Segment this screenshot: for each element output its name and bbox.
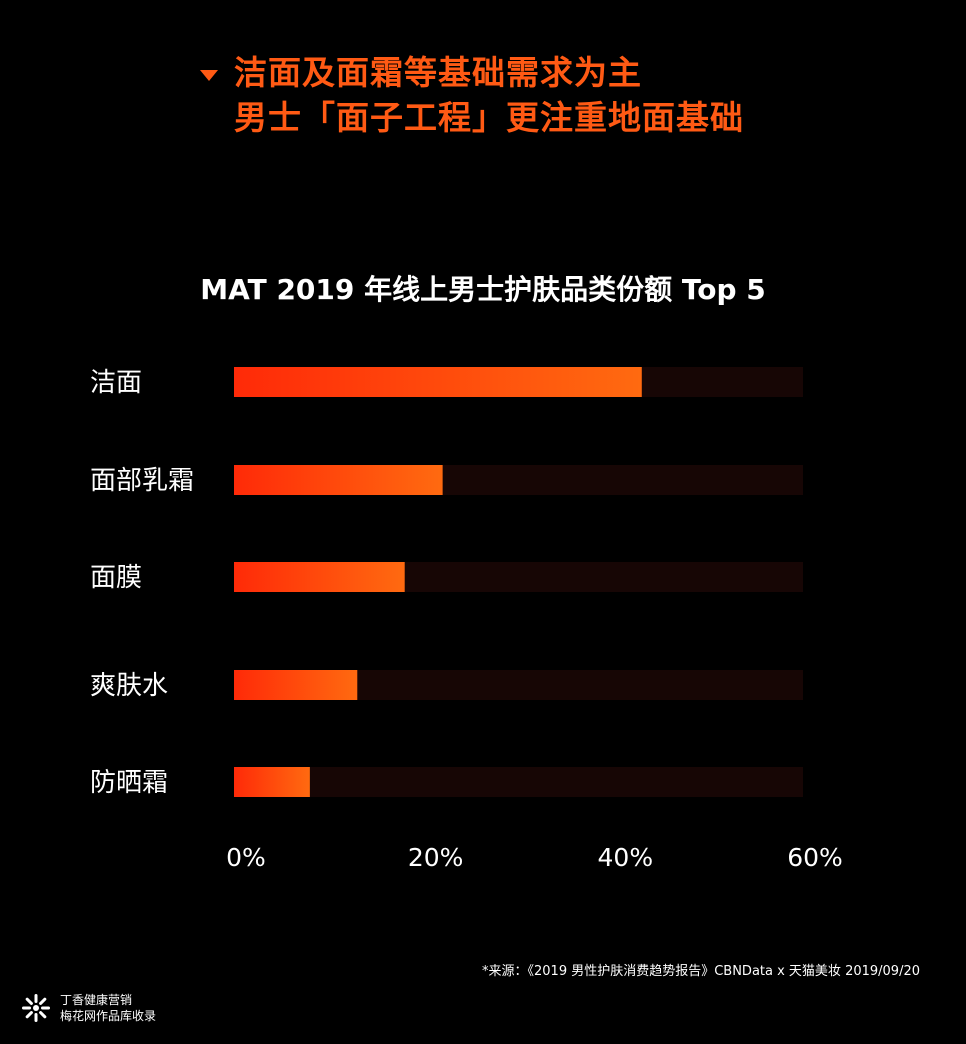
bar-3 (234, 670, 358, 700)
brand-name: 丁香健康营销 (60, 993, 133, 1007)
brand-caption: 梅花网作品库收录 (60, 1009, 157, 1023)
category-label: 洁面 (90, 368, 142, 398)
x-tick-label: 0% (226, 843, 266, 872)
x-tick-label: 20% (408, 843, 464, 872)
category-label: 面膜 (90, 563, 142, 593)
category-label: 防晒霜 (90, 768, 168, 798)
bar-1 (234, 465, 443, 495)
headline: 洁面及面霜等基础需求为主 男士「面子工程」更注重地面基础 (234, 50, 744, 140)
source-note: *来源：《2019 男性护肤消费趋势报告》CBNData x 天猫美妆 2019… (482, 964, 920, 979)
category-label: 爽肤水 (90, 671, 168, 701)
bar-4 (234, 767, 310, 797)
x-tick-label: 60% (787, 843, 843, 872)
bar-0 (234, 367, 642, 397)
clove-flower-logo (22, 994, 50, 1022)
triangle-down-icon (200, 70, 218, 81)
headline-line-1: 洁面及面霜等基础需求为主 (234, 53, 642, 92)
x-tick-label: 40% (598, 843, 654, 872)
bar-track (234, 767, 803, 797)
brand-logo: 丁香健康营销 梅花网作品库收录 (20, 992, 156, 1024)
headline-line-2: 男士「面子工程」更注重地面基础 (234, 98, 744, 137)
category-label: 面部乳霜 (90, 466, 194, 496)
chart-title: MAT 2019 年线上男士护肤品类份额 Top 5 (200, 273, 766, 306)
bar-2 (234, 562, 405, 592)
